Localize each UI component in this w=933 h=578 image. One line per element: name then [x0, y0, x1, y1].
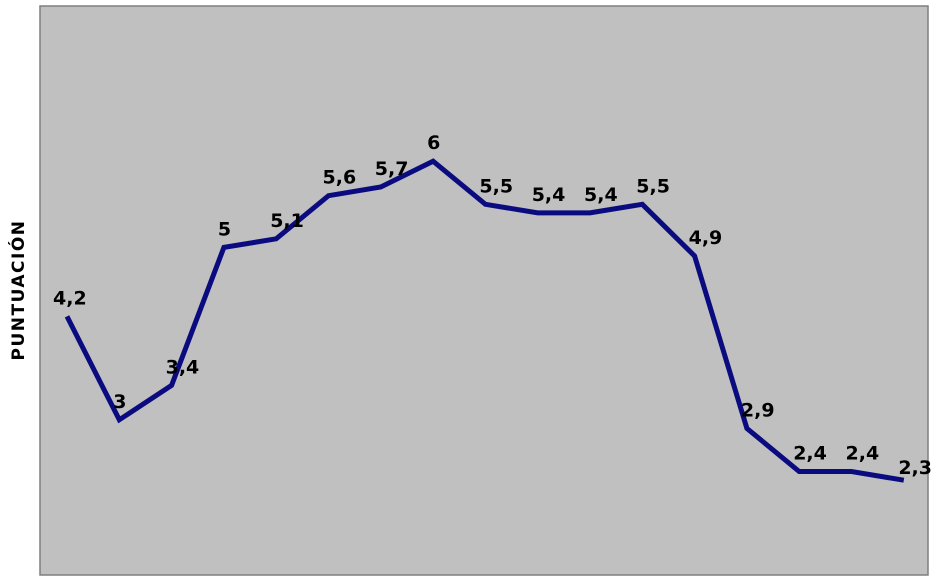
data-label: 5,1	[270, 210, 304, 232]
data-label: 2,4	[846, 443, 880, 465]
plot-area	[39, 5, 929, 576]
data-label: 2,4	[793, 443, 827, 465]
data-label: 4,9	[689, 227, 723, 249]
data-label-layer: 4,2 3 3,4 5 5,1 5,6 5,7 6 5,5 5,4 5,4 5,5 4,9 2,9 2,4 2…	[53, 132, 932, 479]
data-label: 4,2	[53, 287, 87, 309]
data-label: 5	[218, 218, 231, 240]
data-label: 5,6	[323, 167, 357, 189]
data-label: 5,5	[636, 175, 670, 197]
data-label: 6	[427, 132, 440, 154]
data-label: 5,7	[375, 158, 409, 180]
data-label: 2,9	[741, 399, 775, 421]
data-label: 2,3	[898, 457, 932, 479]
series-layer	[64, 158, 905, 483]
y-axis-label: PUNTUACIÓN	[7, 219, 29, 360]
series-line	[64, 158, 905, 483]
data-label: 3	[113, 391, 126, 413]
data-label: 5,4	[584, 184, 618, 206]
data-label: 3,4	[166, 356, 200, 378]
data-label: 5,5	[479, 175, 513, 197]
data-label: 5,4	[532, 184, 566, 206]
